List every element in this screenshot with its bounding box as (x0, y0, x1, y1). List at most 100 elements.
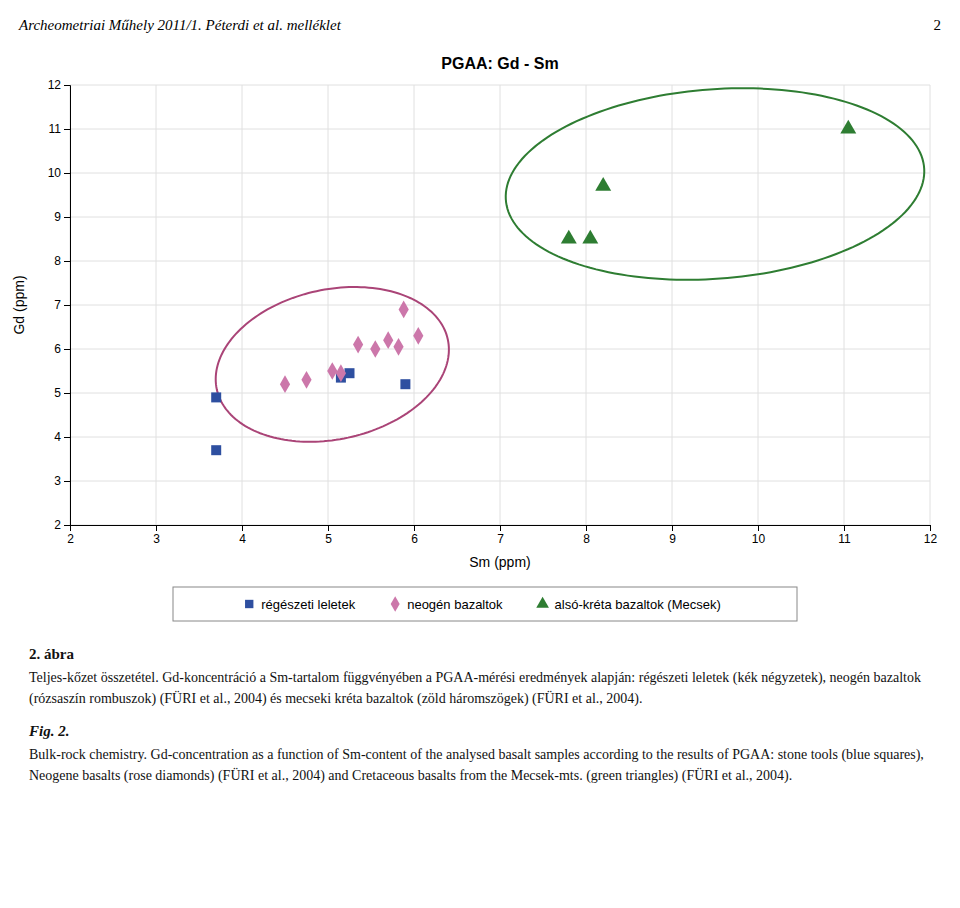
grid-line-y (70, 173, 930, 174)
y-tick-label: 8 (54, 254, 61, 268)
point (370, 340, 380, 358)
point (393, 338, 403, 356)
point (561, 230, 577, 244)
y-tick-label: 9 (54, 210, 61, 224)
point (383, 331, 393, 349)
y-tick: 11 (49, 122, 70, 136)
legend-item: neogén bazaltok (391, 596, 503, 612)
grid (70, 85, 930, 525)
x-tick: 12 (924, 525, 938, 546)
ellipse (216, 287, 449, 442)
point (301, 371, 311, 389)
y-tick: 6 (54, 342, 70, 356)
point (413, 327, 423, 345)
plot-marks (211, 88, 924, 455)
x-tick-label: 6 (411, 532, 418, 546)
y-tick-mark (64, 129, 70, 130)
chart-svg: Archeometriai Műhely 2011/1. Péterdi et … (0, 0, 960, 640)
grid-line-y (70, 85, 930, 86)
x-tick: 9 (669, 525, 676, 546)
x-tick-mark (844, 525, 845, 531)
x-tick: 11 (838, 525, 851, 546)
y-axis-line (64, 86, 71, 526)
y-tick: 3 (54, 474, 70, 488)
x-tick: 6 (411, 525, 418, 546)
series-points (280, 301, 423, 393)
point (840, 120, 856, 134)
y-tick: 10 (48, 166, 70, 180)
x-axis-line (71, 526, 931, 532)
header-text: Archeometriai Műhely 2011/1. Péterdi et … (18, 17, 342, 33)
series-points (211, 368, 410, 455)
x-tick: 4 (239, 525, 246, 546)
point (399, 301, 409, 319)
y-tick-mark (64, 217, 70, 218)
x-tick-mark (586, 525, 587, 531)
caption-heading: Fig. 2. (29, 723, 931, 740)
y-axis-title: Gd (ppm) (11, 275, 27, 334)
point (400, 379, 410, 389)
y-tick-mark (64, 261, 70, 262)
grid-line-y (70, 305, 930, 306)
caption-heading: 2. ábra (29, 646, 931, 663)
y-tick-label: 10 (48, 166, 62, 180)
x-tick-label: 8 (583, 532, 590, 546)
header-right: 2 (934, 17, 942, 33)
x-tick-label: 3 (153, 532, 160, 546)
legend-symbol (245, 600, 253, 608)
x-tick-mark (414, 525, 415, 531)
y-tick-mark (64, 393, 70, 394)
legend-box (173, 587, 797, 621)
x-tick-label: 7 (497, 532, 504, 546)
y-tick: 4 (54, 430, 70, 444)
y-tick-mark (64, 305, 70, 306)
grid-line-y (70, 129, 930, 130)
grid-line-y (70, 217, 930, 218)
x-tick: 10 (752, 525, 766, 546)
x-tick-mark (242, 525, 243, 531)
y-tick: 2 (54, 518, 70, 532)
y-tick: 8 (54, 254, 70, 268)
x-tick: 7 (497, 525, 504, 546)
point (582, 230, 598, 244)
x-tick: 3 (153, 525, 160, 546)
grid-line-y (70, 349, 930, 350)
point (345, 368, 355, 378)
x-tick-mark (930, 525, 931, 531)
legend-symbol (391, 596, 400, 612)
y-tick-mark (64, 349, 70, 350)
y-tick-mark (64, 437, 70, 438)
x-axis-title: Sm (ppm) (469, 554, 530, 570)
y-tick: 9 (54, 210, 70, 224)
y-tick-label: 7 (54, 298, 61, 312)
y-tick-mark (64, 85, 70, 86)
grid-line-y (70, 481, 930, 482)
caption-text: Bulk-rock chemistry. Gd-concentration as… (29, 744, 931, 786)
point (327, 362, 337, 380)
legend-item: régészeti leletek (245, 597, 356, 612)
y-tick-label: 12 (48, 78, 62, 92)
grid-line-y (70, 261, 930, 262)
x-tick-label: 2 (67, 532, 74, 546)
grid-line-y (70, 393, 930, 394)
series-points (561, 120, 856, 244)
y-tick-label: 3 (54, 474, 61, 488)
chart-title: PGAA: Gd - Sm (441, 55, 558, 72)
x-tick-mark (758, 525, 759, 531)
legend-label: alsó-kréta bazaltok (Mecsek) (555, 597, 721, 612)
point (211, 392, 221, 402)
y-tick-mark (64, 525, 70, 526)
point (595, 177, 611, 191)
legend-label: neogén bazaltok (407, 597, 503, 612)
y-tick-label: 2 (54, 518, 61, 532)
x-tick: 8 (583, 525, 590, 546)
x-tick-mark (328, 525, 329, 531)
legend: régészeti leletek neogén bazaltok alsó-kré… (173, 587, 797, 621)
y-tick-mark (64, 481, 70, 482)
point (336, 364, 346, 382)
x-tick-label: 12 (924, 532, 938, 546)
caption-text: Teljes-kőzet összetétel. Gd-koncentráció… (29, 667, 931, 709)
x-tick-label: 11 (838, 532, 851, 546)
x-tick-label: 4 (239, 532, 246, 546)
x-tick-mark (500, 525, 501, 531)
